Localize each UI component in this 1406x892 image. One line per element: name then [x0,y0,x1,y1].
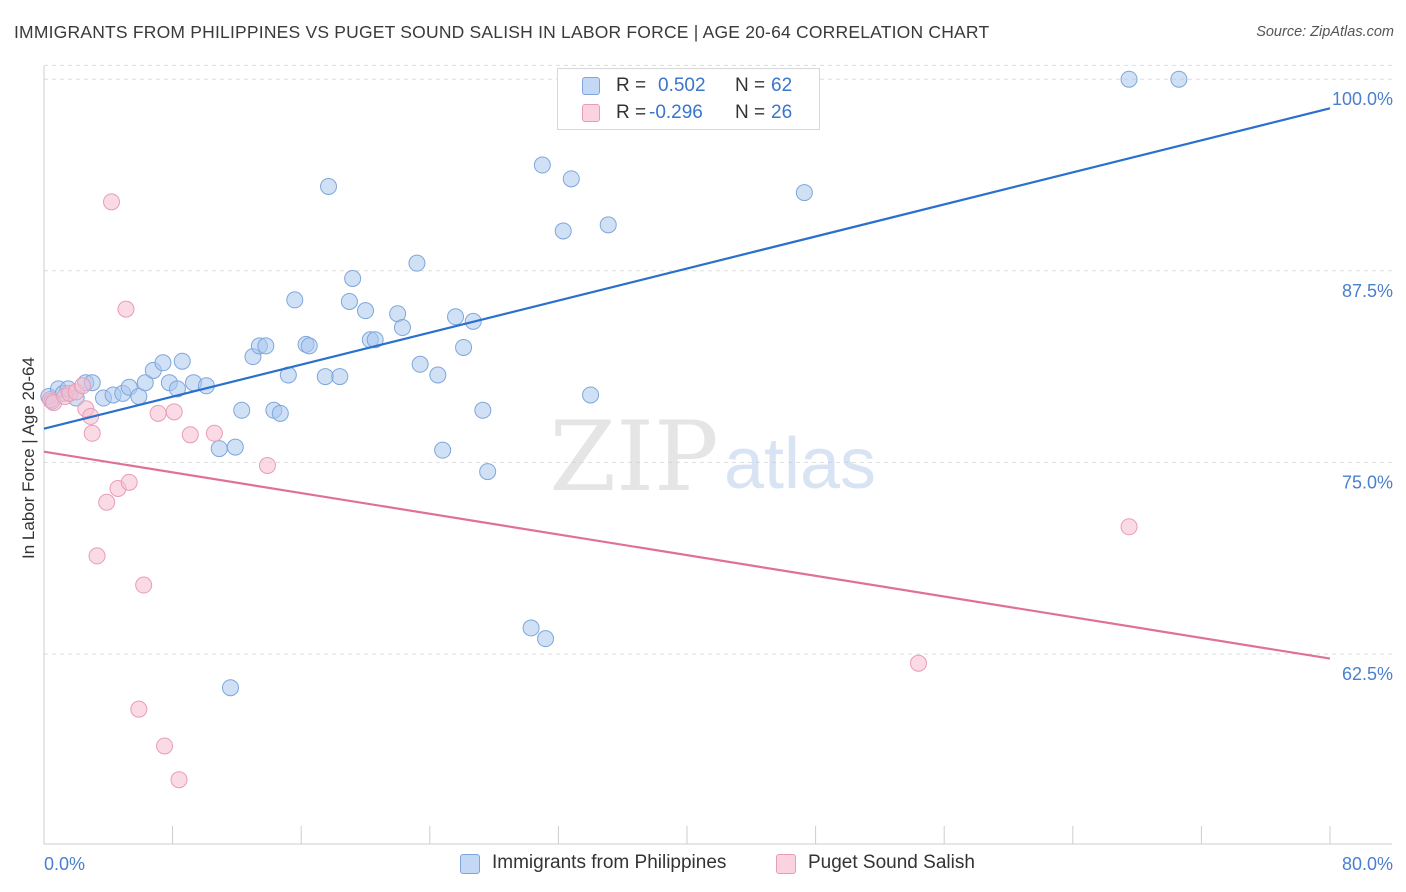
data-point-philippines [271,404,289,422]
legend-n-value: 62 [771,75,793,96]
data-point-philippines [286,291,304,309]
data-point-salish [1120,518,1138,536]
data-point-philippines [455,338,473,356]
data-point-philippines [340,292,358,310]
data-point-philippines [582,386,600,404]
watermark-atlas: atlas [724,424,876,504]
tick-labels: 62.5% 75.0% 87.5% 100.0% 0.0% 80.0% [44,89,1393,874]
data-point-philippines [474,401,492,419]
data-point-philippines [522,619,540,637]
data-point-philippines [537,630,555,648]
legend-n-value: 26 [771,102,793,123]
legend-r-value: 0.502 [658,75,706,96]
data-point-salish [120,473,138,491]
bottom-legend-swatch-blue [460,854,480,874]
data-point-philippines [320,177,338,195]
data-point-salish [205,424,223,442]
data-point-salish [74,377,92,395]
trend-line-philippines [43,107,1331,430]
data-point-salish [130,700,148,718]
y-tick-label: 87.5% [1342,281,1393,301]
data-point-philippines [168,380,186,398]
legend-swatch-blue [582,77,600,95]
watermark-zip: ZIP [549,401,718,513]
y-tick-label: 100.0% [1332,89,1393,109]
legend-swatch-pink [582,104,600,122]
data-point-philippines [154,354,172,372]
data-point-philippines [366,331,384,349]
data-point-philippines [233,401,251,419]
data-point-philippines [1170,70,1188,88]
legend-n-label: N = [735,102,766,123]
data-point-salish [117,300,135,318]
data-point-philippines [221,679,239,697]
legend-r-label: R = [616,102,647,123]
data-point-salish [88,547,106,565]
data-point-philippines [331,368,349,386]
data-point-philippines [1120,70,1138,88]
data-point-philippines [300,337,318,355]
data-point-salish [156,737,174,755]
watermark: ZIP atlas [549,401,876,513]
data-point-salish [103,193,121,211]
data-point-philippines [554,222,572,240]
chart-title: IMMIGRANTS FROM PHILIPPINES VS PUGET SOU… [14,22,990,42]
data-point-philippines [136,374,154,392]
data-point-philippines [434,441,452,459]
data-point-philippines [479,463,497,481]
legend-n-label: N = [735,75,766,96]
data-point-philippines [226,438,244,456]
bottom-legend-label: Immigrants from Philippines [492,852,727,873]
data-point-philippines [562,170,580,188]
data-point-salish [98,493,116,511]
axes [43,66,1392,845]
data-point-philippines [411,355,429,373]
data-point-philippines [173,352,191,370]
x-tick-label: 0.0% [44,854,85,874]
legend-r-value: -0.296 [649,102,703,123]
data-point-salish [181,426,199,444]
data-point-salish [83,424,101,442]
data-point-salish [170,771,188,789]
trend-lines [43,107,1331,660]
data-point-philippines [429,366,447,384]
data-point-philippines [599,216,617,234]
data-point-salish [165,403,183,421]
data-point-philippines [210,440,228,458]
data-point-philippines [257,337,275,355]
data-point-salish [909,654,927,672]
data-point-philippines [795,184,813,202]
series-philippines-points [40,70,1188,697]
data-point-salish [135,576,153,594]
y-tick-label: 75.0% [1342,472,1393,492]
source-label: Source: ZipAtlas.com [1256,24,1394,40]
trend-line-salish [43,450,1331,660]
data-point-philippines [408,254,426,272]
data-point-salish [258,456,276,474]
bottom-legend-label: Puget Sound Salish [808,852,975,873]
legend: R = 0.502 N = 62 R = -0.296 N = 26 [557,68,820,130]
data-point-philippines [447,308,465,326]
legend-r-label: R = [616,75,647,96]
data-point-philippines [533,156,551,174]
data-point-philippines [357,302,374,320]
y-tick-label: 62.5% [1342,664,1393,684]
data-point-philippines [316,368,334,386]
data-point-salish [149,404,167,422]
data-point-philippines [344,269,362,287]
data-point-philippines [393,319,411,337]
series-salish-points [41,193,1138,789]
bottom-legend-swatch-pink [776,854,796,874]
x-tick-label: 80.0% [1342,854,1393,874]
